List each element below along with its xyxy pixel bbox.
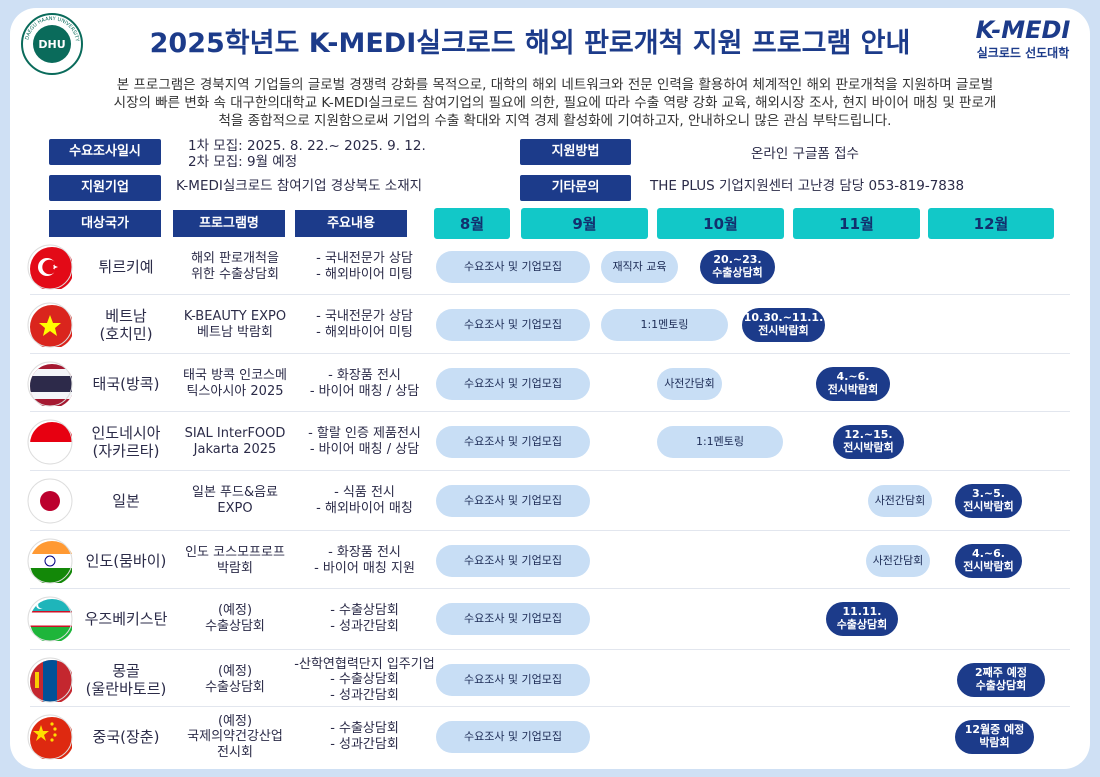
title: 2025학년도 K-MEDI실크로드 해외 판로개척 지원 프로그램 안내 <box>149 27 911 59</box>
country: 일본 <box>112 492 140 510</box>
event: 재직자 교육 <box>601 251 678 283</box>
event: 수요조사 및 기업모집 <box>436 545 590 577</box>
event: 수요조사 및 기업모집 <box>436 309 590 341</box>
program: 일본 푸드&음료 EXPO <box>191 485 279 516</box>
column-header: 대상국가 <box>49 210 161 237</box>
content: - 국내전문가 상담 - 해외바이어 미팅 <box>316 309 413 340</box>
flag <box>27 244 73 290</box>
content: - 할랄 인증 제품전시 - 바이어 매칭 / 상담 <box>308 426 421 457</box>
event: 수요조사 및 기업모집 <box>436 721 590 753</box>
info-label: 수요조사일시 <box>49 139 161 165</box>
month-header: 11월 <box>793 208 920 239</box>
event: 사전간담회 <box>866 545 930 577</box>
program: 인도 코스모프로프 박람회 <box>185 545 285 576</box>
month-header: 12월 <box>928 208 1054 239</box>
row-separator <box>30 353 1070 354</box>
event: 20.~23. 수출상담회 <box>700 250 775 284</box>
flag <box>27 714 73 760</box>
flag <box>27 657 73 703</box>
flag <box>27 419 73 465</box>
content: - 수출상담회 - 성과간담회 <box>330 603 399 634</box>
info-value: 1차 모집: 2025. 8. 22.~ 2025. 9. 12. 2차 모집:… <box>188 138 426 171</box>
info-value: 온라인 구글폼 접수 <box>751 146 859 162</box>
flag <box>27 361 73 407</box>
right-logo-sub: 실크로드 선도대학 <box>976 46 1070 60</box>
program: (예정) 수출상담회 <box>205 603 265 634</box>
country: 중국(장춘) <box>92 728 160 746</box>
logo-text: DHU <box>38 38 65 51</box>
event: 수요조사 및 기업모집 <box>436 485 590 517</box>
content: - 화장품 전시 - 바이어 매칭 지원 <box>314 545 415 576</box>
country: 우즈베키스탄 <box>84 610 168 628</box>
row-separator <box>30 411 1070 412</box>
flag <box>27 302 73 348</box>
event: 4.~6. 전시박람회 <box>955 544 1022 578</box>
event: 12.~15. 전시박람회 <box>833 425 904 459</box>
info-value: THE PLUS 기업지원센터 고난경 담당 053-819-7838 <box>650 178 965 194</box>
info-label: 지원방법 <box>520 139 631 165</box>
info-label: 기타문의 <box>520 175 631 201</box>
event: 2째주 예정 수출상담회 <box>957 663 1045 697</box>
month-header: 10월 <box>657 208 784 239</box>
event: 수요조사 및 기업모집 <box>436 426 590 458</box>
content: - 화장품 전시 - 바이어 매칭 / 상담 <box>309 368 420 399</box>
flag <box>27 478 73 524</box>
event: 수요조사 및 기업모집 <box>436 368 590 400</box>
event: 사전간담회 <box>657 368 722 400</box>
event: 1:1멘토링 <box>601 309 728 341</box>
row-separator <box>30 588 1070 589</box>
country: 인도네시아 (자카르타) <box>91 424 161 460</box>
column-header: 주요내용 <box>295 210 407 237</box>
event: 11.11. 수출상담회 <box>826 602 898 636</box>
info-value: K-MEDI실크로드 참여기업 경상북도 소재지 <box>176 178 423 194</box>
content: - 수출상담회 - 성과간담회 <box>330 721 399 752</box>
country: 베트남 (호치민) <box>99 307 153 343</box>
flag <box>27 596 73 642</box>
row-separator <box>30 706 1070 707</box>
content: -산학연협력단지 입주기업 - 수출상담회 - 성과간담회 <box>294 656 435 703</box>
program: (예정) 국제의약건강산업 전시회 <box>187 713 283 760</box>
event: 4.~6. 전시박람회 <box>816 367 890 401</box>
event: 3.~5. 전시박람회 <box>955 484 1022 518</box>
left-logo: DHU DAEGU HAANY UNIVERSITY <box>21 13 83 75</box>
event: 1:1멘토링 <box>657 426 783 458</box>
program: K-BEAUTY EXPO 베트남 박람회 <box>183 309 287 340</box>
info-label: 지원기업 <box>49 175 161 201</box>
event: 수요조사 및 기업모집 <box>436 251 590 283</box>
event: 10.30.~11.1. 전시박람회 <box>742 308 825 342</box>
content: - 식품 전시 - 해외바이어 매칭 <box>316 485 413 516</box>
country: 몽골 (울란바토르) <box>85 662 167 698</box>
country: 태국(방콕) <box>92 375 160 393</box>
event: 수요조사 및 기업모집 <box>436 603 590 635</box>
content: - 국내전문가 상담 - 해외바이어 미팅 <box>316 251 413 282</box>
event: 사전간담회 <box>868 485 932 517</box>
program: (예정) 수출상담회 <box>205 664 265 695</box>
program: 해외 판로개척을 위한 수출상담회 <box>191 251 279 282</box>
month-header: 9월 <box>521 208 648 239</box>
right-logo: K-MEDI <box>975 16 1071 44</box>
event: 12월중 예정 박람회 <box>955 720 1034 754</box>
country: 튀르키예 <box>98 258 154 276</box>
row-separator <box>30 294 1070 295</box>
column-header: 프로그램명 <box>173 210 285 237</box>
country: 인도(뭄바이) <box>85 552 167 570</box>
flag <box>27 538 73 584</box>
program: SIAL InterFOOD Jakarta 2025 <box>184 426 286 457</box>
program: 태국 방콕 인코스메 틱스아시아 2025 <box>183 368 287 399</box>
row-separator <box>30 530 1070 531</box>
event: 수요조사 및 기업모집 <box>436 664 590 696</box>
month-header: 8월 <box>434 208 510 239</box>
row-separator <box>30 649 1070 650</box>
row-separator <box>30 470 1070 471</box>
intro: 본 프로그램은 경북지역 기업들의 글로벌 경쟁력 강화를 목적으로, 대학의 … <box>113 77 997 130</box>
